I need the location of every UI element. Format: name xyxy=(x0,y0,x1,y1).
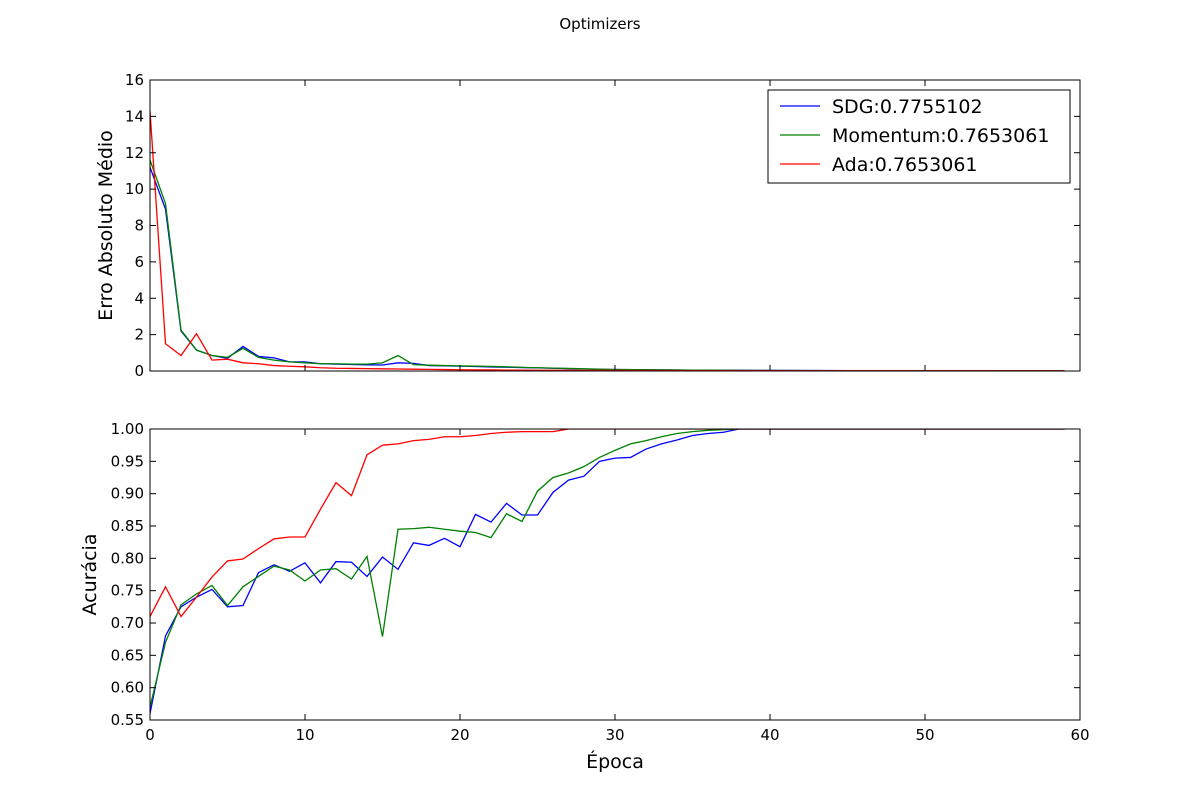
series-line-ada xyxy=(150,429,1065,618)
x-tick-label: 20 xyxy=(450,726,469,744)
axes-frame xyxy=(149,428,1081,721)
legend-label-sdg: SDG:0.7755102 xyxy=(832,96,983,118)
series-line-sdg xyxy=(150,167,1065,371)
series-line-sdg xyxy=(150,429,1065,714)
y-tick-label: 2 xyxy=(134,326,144,344)
y-tick-label: 0.70 xyxy=(111,614,144,632)
axes-2: 0 10 20 30 40 50 60 0.55 0.60 0.65 0.70 0.75 0.80 0.8… xyxy=(79,420,1090,773)
y-tick-label: 12 xyxy=(125,144,144,162)
x-tick-label: 30 xyxy=(605,726,624,744)
y-axis-title: Erro Absoluto Médio xyxy=(95,130,117,321)
y-tick-label: 0.60 xyxy=(111,679,144,697)
legend-label-momentum: Momentum:0.7653061 xyxy=(832,125,1049,147)
y-tick-label: 0.55 xyxy=(111,711,144,729)
x-axis-title: Época xyxy=(586,750,644,773)
legend: SDG:0.7755102 Momentum:0.7653061 Ada:0.765… xyxy=(767,89,1071,184)
y-tick-label: 6 xyxy=(134,253,144,271)
y-tick-label: 14 xyxy=(125,107,144,125)
series-line-momentum xyxy=(150,429,1065,708)
y-tick-label: 0.85 xyxy=(111,517,144,535)
y-tick-label: 0.75 xyxy=(111,582,144,600)
x-tick-label: 50 xyxy=(915,726,934,744)
axes-1: 0 2 4 6 8 10 12 14 16 Erro Absoluto Médio SDG:0.77… xyxy=(95,71,1081,380)
y-tick-label: 0.95 xyxy=(111,452,144,470)
legend-label-ada: Ada:0.7653061 xyxy=(832,154,978,176)
y-tick-label: 0.80 xyxy=(111,549,144,567)
y-tick-label: 16 xyxy=(125,71,144,89)
x-tick-label: 0 xyxy=(145,726,155,744)
figure-title: Optimizers xyxy=(559,15,640,33)
series-line-momentum xyxy=(150,159,1065,371)
y-tick-label: 10 xyxy=(125,180,144,198)
y-tick-label: 0.90 xyxy=(111,485,144,503)
y-tick-label: 8 xyxy=(134,217,144,235)
y-tick-label: 0 xyxy=(134,362,144,380)
x-tick-label: 60 xyxy=(1070,726,1089,744)
x-tick-label: 40 xyxy=(760,726,779,744)
y-tick-label: 0.65 xyxy=(111,646,144,664)
y-tick-label: 4 xyxy=(134,289,144,307)
plots-group: 0 2 4 6 8 10 12 14 16 Erro Absoluto Médio SDG:0.77… xyxy=(79,71,1090,773)
y-tick-label: 1.00 xyxy=(111,420,144,438)
y-axis-title: Acurácia xyxy=(79,534,101,616)
x-tick-label: 10 xyxy=(295,726,314,744)
